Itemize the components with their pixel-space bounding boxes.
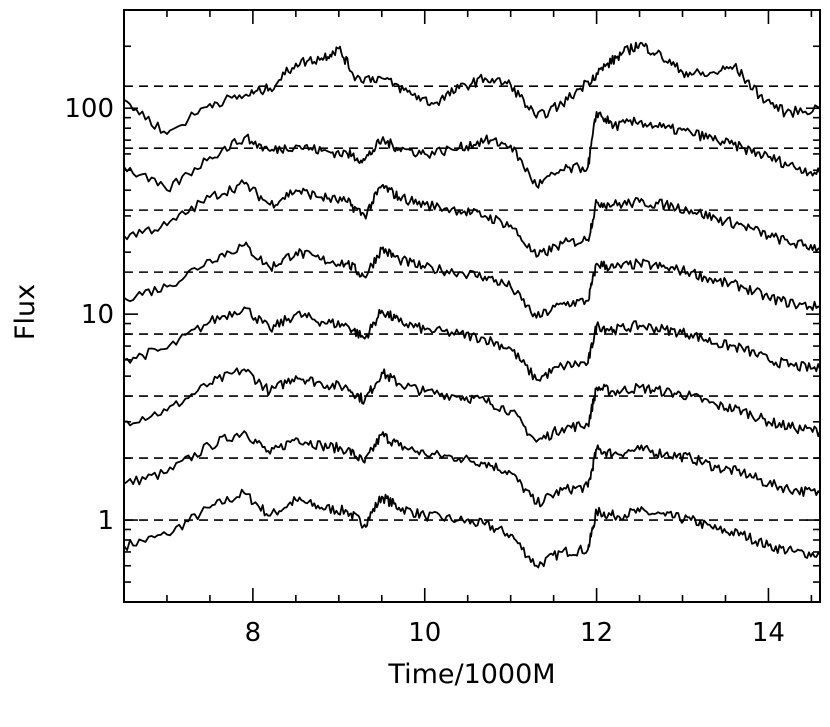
plot-frame xyxy=(123,9,821,603)
x-tick-label: 12 xyxy=(580,618,613,648)
y-tick-label: 10 xyxy=(81,300,114,330)
light-curve xyxy=(123,488,821,569)
light-curve xyxy=(123,111,821,193)
y-axis-label: Flux xyxy=(10,284,41,340)
light-curve xyxy=(123,430,821,508)
x-tick-label: 14 xyxy=(752,618,785,648)
x-axis-label: Time/1000M xyxy=(387,659,555,690)
tick-labels: 8 10 12 14 1 10 100 xyxy=(64,94,785,648)
y-tick-label: 1 xyxy=(97,506,114,536)
light-curve xyxy=(123,179,821,258)
axis-ticks xyxy=(123,9,820,603)
light-curve xyxy=(123,241,821,319)
y-tick-label: 100 xyxy=(64,94,114,124)
light-curves xyxy=(123,41,821,569)
light-curve xyxy=(123,306,821,382)
x-tick-label: 8 xyxy=(245,618,262,648)
x-tick-label: 10 xyxy=(408,618,441,648)
reference-lines xyxy=(124,85,820,521)
light-curve xyxy=(123,367,821,443)
light-curve xyxy=(123,41,821,135)
